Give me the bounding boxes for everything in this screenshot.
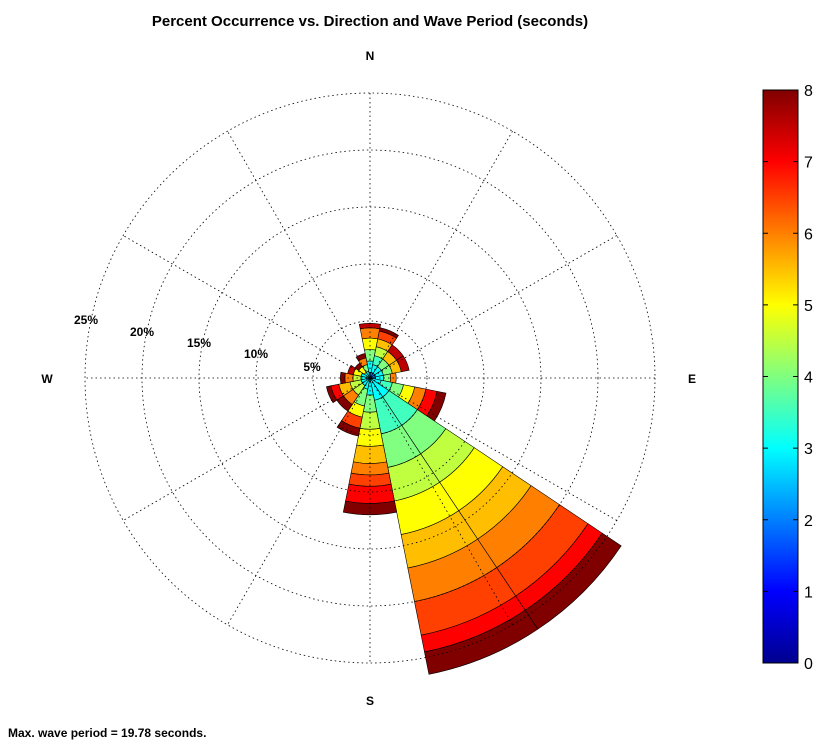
colorbar-tick-label: 6 [804, 226, 813, 243]
colorbar-tick-label: 7 [804, 155, 813, 172]
rose-segment [350, 461, 390, 476]
rose-segment [326, 385, 338, 404]
grid-spoke [122, 235, 618, 521]
direction-label-east: E [688, 372, 696, 386]
colorbar-ticks: 0 1 2 3 4 5 6 7 8 [763, 83, 813, 673]
grid-ring [312, 320, 428, 436]
grid-spoke [227, 130, 513, 626]
chart-title: Percent Occurrence vs. Direction and Wav… [152, 13, 588, 30]
colorbar-tick-label: 8 [804, 83, 813, 100]
colorbar-tick-label: 5 [804, 298, 813, 315]
rose-segment [361, 337, 379, 351]
colorbar-tick-label: 1 [804, 584, 813, 601]
max-wave-period-note: Max. wave period = 19.78 seconds. [8, 726, 207, 740]
colorbar [762, 89, 799, 664]
radial-tick-label-5: 5% [303, 360, 321, 374]
direction-label-west: W [41, 372, 53, 386]
direction-label-north: N [366, 49, 375, 63]
radial-tick-label-25: 25% [74, 313, 98, 327]
rose-segment [378, 327, 399, 339]
rose-segment [355, 353, 367, 362]
colorbar-tick-label: 0 [804, 656, 813, 673]
rose-segment [348, 472, 392, 487]
radial-tick-label-15: 15% [187, 336, 211, 350]
rose-segment [340, 371, 346, 385]
radial-tick-label-10: 10% [244, 347, 268, 361]
colorbar-tick-label: 4 [804, 370, 813, 387]
rose-sectors [326, 322, 622, 675]
polar-grid [84, 92, 656, 664]
colorbar-tick-label: 2 [804, 513, 813, 530]
direction-label-south: S [366, 694, 374, 708]
radial-tick-label-20: 20% [130, 325, 154, 339]
colorbar-tick-label: 3 [804, 441, 813, 458]
rose-segment [396, 355, 410, 373]
